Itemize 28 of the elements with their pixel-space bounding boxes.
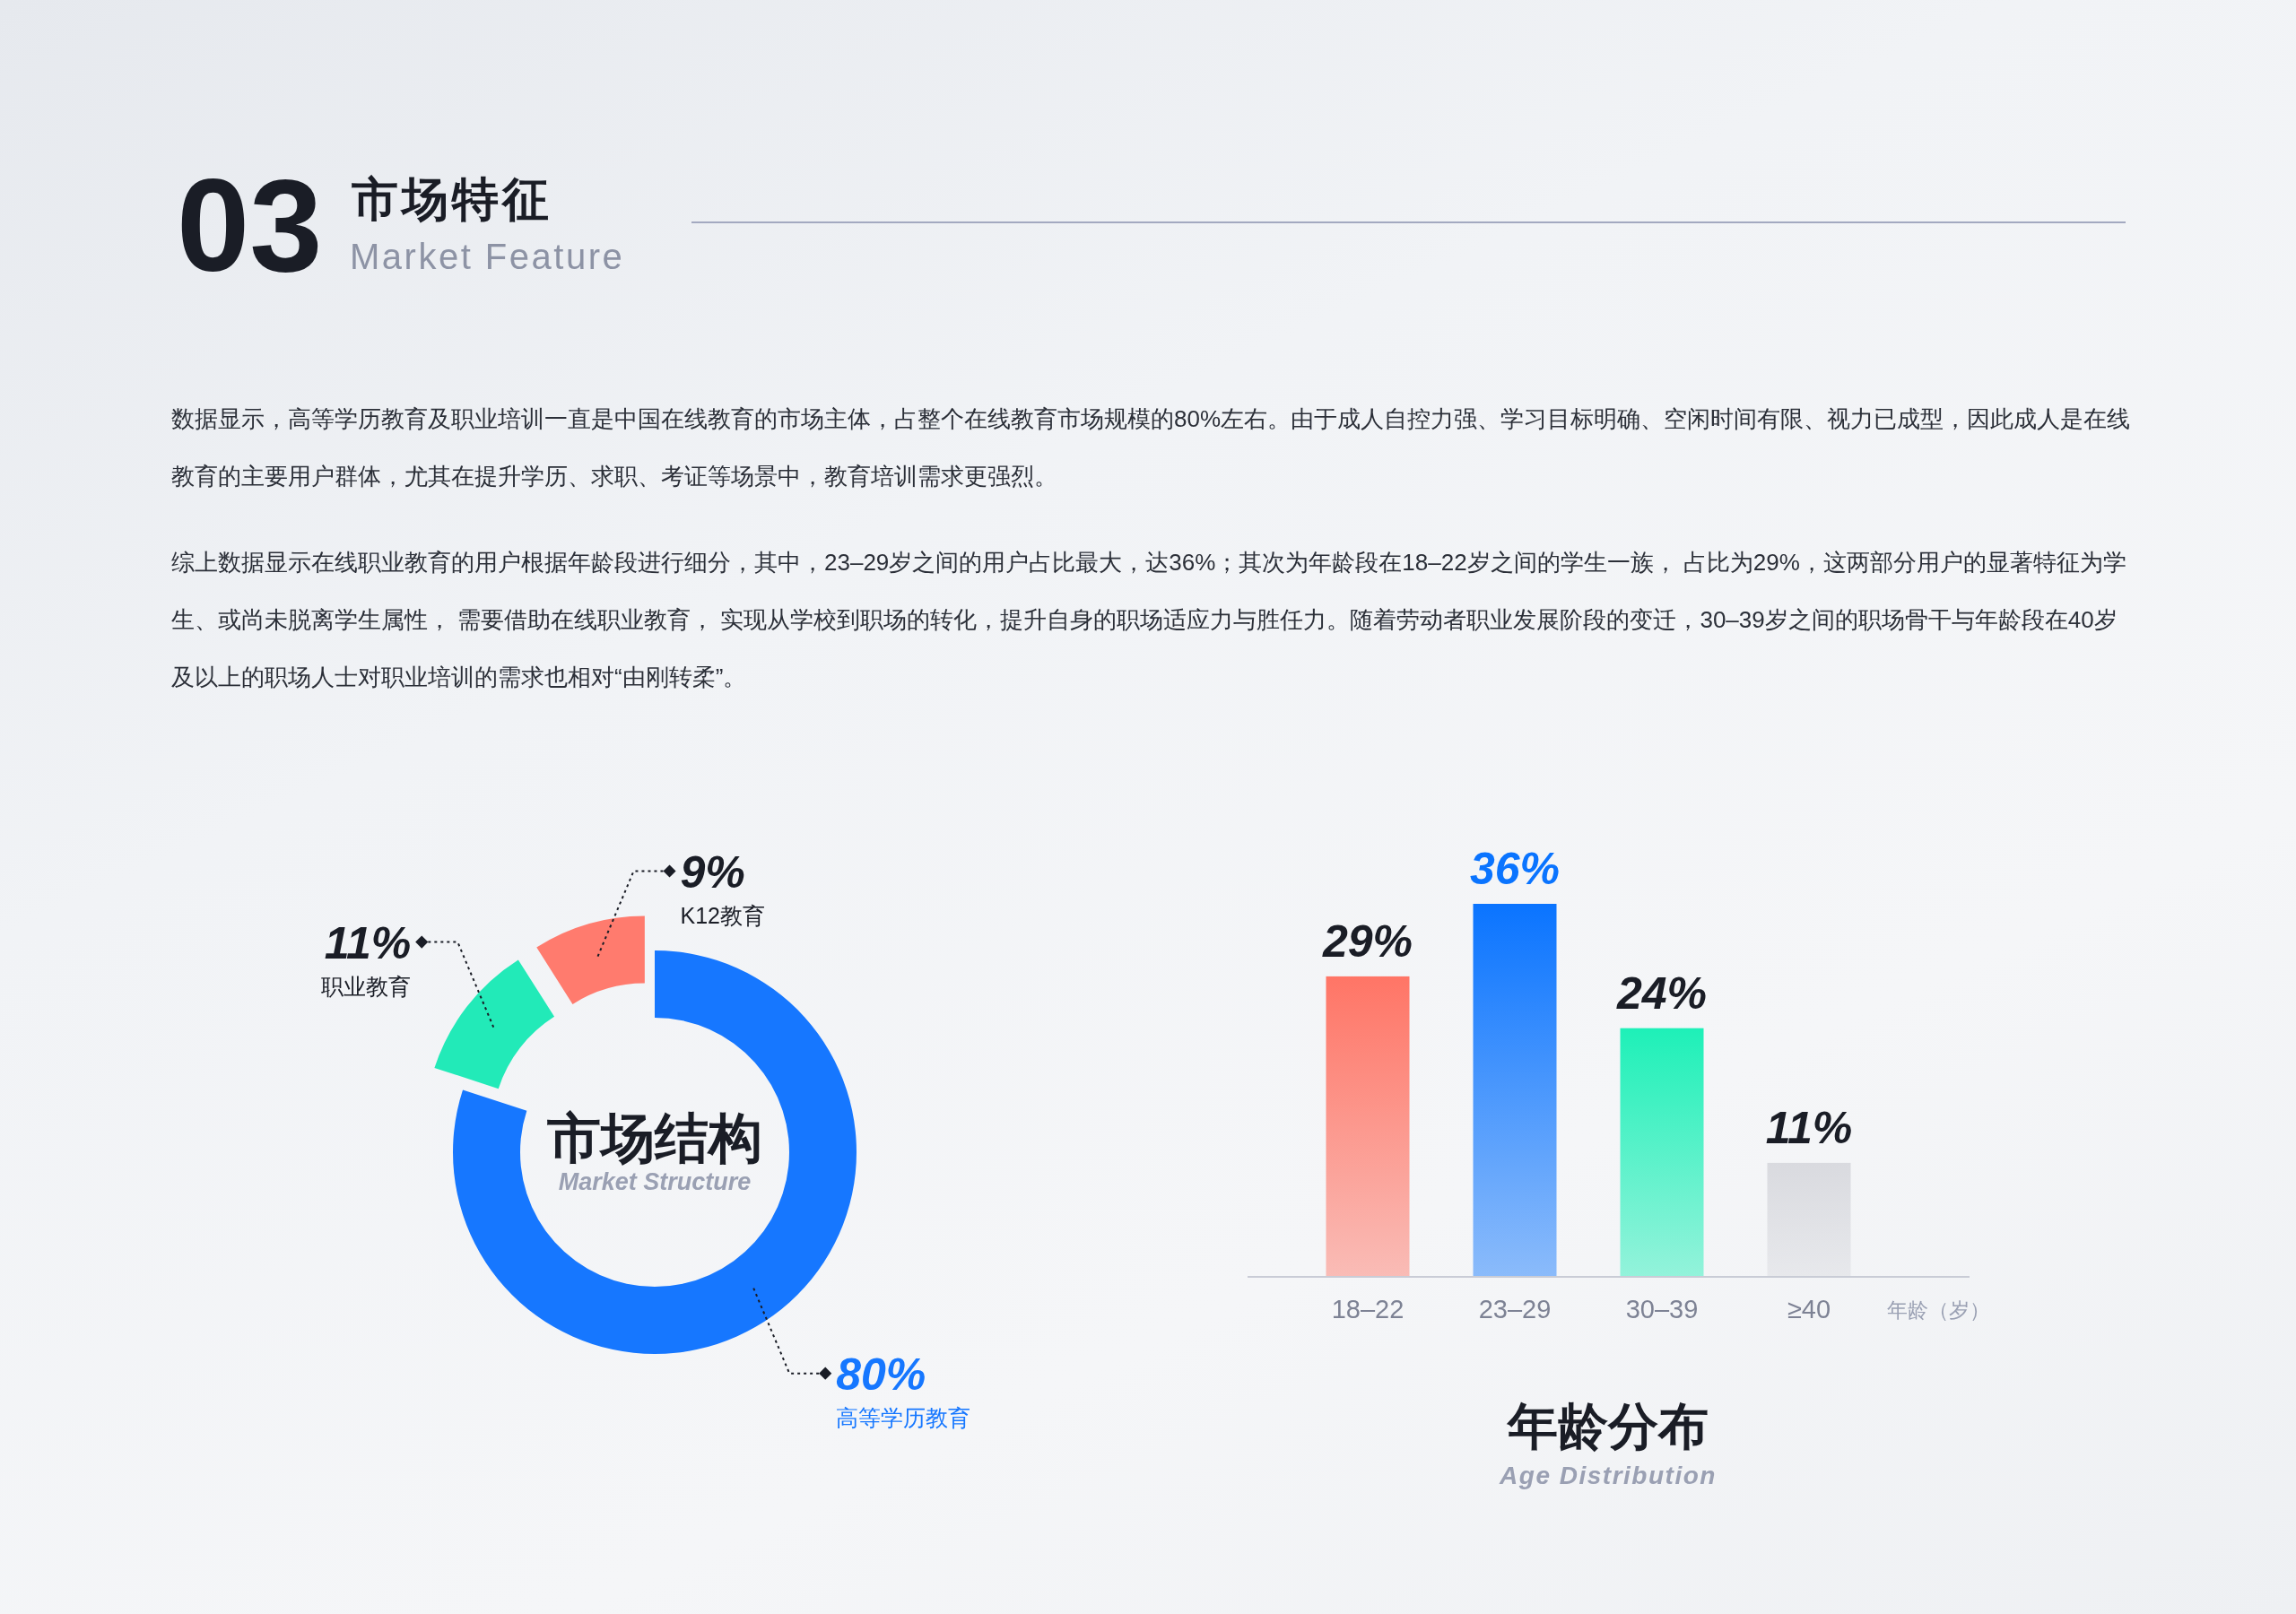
x-axis-title: 年龄（岁） [1887, 1298, 1990, 1322]
text: 综上数据显示在线职业教育的用户根据年龄段进行细分，其中，23–29岁之间的用户占比最大，达36%；其次为年龄段在18–22岁之间的学生一族， 占比为29%，这两部分用户的显著特征为学生、或尚未脱离学生属性， 需要借助在线职业教育， 实现从学校到职场的转化，提升自身的职场适应力与胜任力。随着劳动者职业发展阶段的变迁，30–39岁之间的职场骨干与年龄段在40岁及以上的职场人士对职业培训的需求也相对“由刚转柔”。 [171, 549, 2126, 690]
bar [1473, 904, 1557, 1277]
text: Age Distribution [1499, 1462, 1717, 1489]
slice-label: K12教育 [680, 902, 766, 928]
text: 年龄分布 [1506, 1398, 1709, 1454]
x-tick-label: 18–22 [1331, 1295, 1405, 1323]
text: Market Structure [558, 1168, 752, 1195]
text: 市场特征 [351, 173, 552, 225]
x-tick-label: ≥40 [1787, 1295, 1831, 1323]
data-label: 11% [1765, 1102, 1853, 1153]
bar [1620, 1028, 1704, 1277]
text: 市场结构 [546, 1108, 762, 1168]
text: Market Feature [350, 237, 625, 276]
x-tick-label: 23–29 [1478, 1295, 1552, 1323]
data-label: 24% [1615, 968, 1708, 1019]
text: 数据显示，高等学历教育及职业培训一直是中国在线教育的市场主体，占整个在线教育市场规模的80%左右。由于成人自控力强、学习目标明确、空闲时间有限、视力已成型，因此成人是在线教育的主要用户群体，尤其在提升学历、求职、考证等场景中，教育培训需求更强烈。 [171, 405, 2131, 490]
data-label: 9% [680, 846, 745, 898]
data-label: 29% [1321, 915, 1413, 967]
data-label: 36% [1469, 844, 1561, 894]
bar [1326, 976, 1410, 1277]
data-label: 11% [324, 917, 412, 968]
slice-label: 高等学历教育 [836, 1404, 971, 1430]
data-label: 80% [836, 1349, 926, 1400]
slice-label: 职业教育 [321, 973, 412, 999]
bar [1767, 1162, 1851, 1277]
text: 03 [177, 152, 323, 299]
x-tick-label: 30–39 [1625, 1295, 1699, 1323]
